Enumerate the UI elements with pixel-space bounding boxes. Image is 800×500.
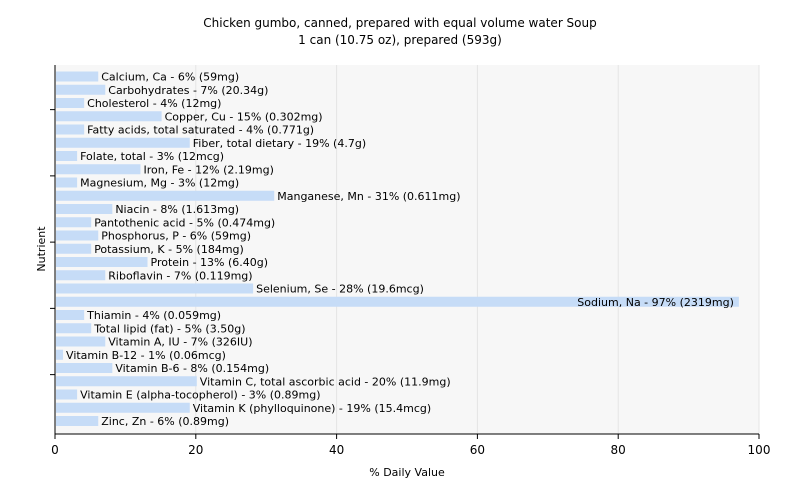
- bar-15: [56, 270, 106, 281]
- bar-20: [56, 336, 106, 347]
- bar-label-5: Fiber, total dietary - 19% (4.7g): [193, 137, 366, 150]
- bar-18: [56, 310, 85, 320]
- x-axis-title: % Daily Value: [369, 466, 445, 479]
- bar-label-10: Niacin - 8% (1.613mg): [115, 203, 239, 216]
- bar-label-8: Magnesium, Mg - 3% (12mg): [80, 177, 239, 190]
- bar-21: [56, 349, 64, 360]
- bar-11: [56, 217, 92, 228]
- bar-label-6: Folate, total - 3% (12mcg): [80, 150, 224, 163]
- bars: [56, 71, 739, 426]
- axes: [54, 65, 759, 435]
- y-axis-ticks: [50, 109, 55, 376]
- bar-8: [56, 177, 78, 188]
- bar-label-13: Potassium, K - 5% (184mg): [94, 243, 244, 256]
- bar-label-21: Vitamin B-12 - 1% (0.06mcg): [66, 349, 226, 362]
- bar-26: [56, 416, 99, 426]
- bar-label-7: Iron, Fe - 12% (2.19mg): [143, 163, 273, 176]
- bar-label-20: Vitamin A, IU - 7% (326IU): [108, 336, 252, 349]
- bar-label-16: Selenium, Se - 28% (19.6mcg): [256, 283, 424, 296]
- bar-label-11: Pantothenic acid - 5% (0.474mg): [94, 216, 275, 229]
- plot-area: [55, 65, 759, 434]
- bar-label-15: Riboflavin - 7% (0.119mg): [108, 269, 252, 282]
- bar-label-23: Vitamin C, total ascorbic acid - 20% (11…: [200, 375, 451, 388]
- bar-label-24: Vitamin E (alpha-tocopherol) - 3% (0.89m…: [80, 389, 320, 402]
- bar-2: [56, 98, 85, 108]
- bar-label-25: Vitamin K (phylloquinone) - 19% (15.4mcg…: [193, 402, 431, 415]
- bar-19: [56, 323, 92, 334]
- x-tick-label-80: 80: [611, 443, 626, 457]
- bar-0: [56, 71, 99, 82]
- bar-16: [56, 283, 254, 294]
- bar-1: [56, 84, 106, 95]
- bar-17: [56, 296, 739, 307]
- gridlines: [195, 65, 760, 434]
- bar-labels: Calcium, Ca - 6% (59mg)Carbohydrates - 7…: [66, 71, 734, 429]
- x-tick-label-20: 20: [188, 443, 203, 457]
- bar-22: [56, 363, 113, 373]
- bar-14: [56, 257, 148, 267]
- bar-3: [56, 111, 162, 122]
- chart-subtitle: 1 can (10.75 oz), prepared (593g): [298, 33, 502, 47]
- bar-4: [56, 124, 85, 135]
- bar-label-26: Zinc, Zn - 6% (0.89mg): [101, 415, 229, 428]
- bar-13: [56, 243, 92, 254]
- bar-label-18: Thiamin - 4% (0.059mg): [86, 309, 221, 322]
- y-axis-title: Nutrient: [35, 226, 48, 272]
- x-tick-label-60: 60: [470, 443, 485, 457]
- chart-title: Chicken gumbo, canned, prepared with equ…: [203, 16, 597, 30]
- bar-5: [56, 137, 190, 148]
- bar-6: [56, 151, 78, 161]
- bar-label-2: Cholesterol - 4% (12mg): [87, 97, 221, 110]
- bar-12: [56, 230, 99, 241]
- bar-label-14: Protein - 13% (6.40g): [151, 256, 269, 269]
- x-axis-ticks: 0 20 40 60 80 100: [51, 434, 770, 457]
- bar-label-0: Calcium, Ca - 6% (59mg): [101, 71, 239, 84]
- bar-label-3: Copper, Cu - 15% (0.302mg): [165, 110, 323, 123]
- bar-25: [56, 402, 190, 413]
- bar-label-12: Phosphorus, P - 6% (59mg): [101, 230, 251, 243]
- bar-label-19: Total lipid (fat) - 5% (3.50g): [93, 322, 245, 335]
- bar-label-1: Carbohydrates - 7% (20.34g): [108, 84, 268, 97]
- bar-9: [56, 190, 275, 201]
- x-tick-label-0: 0: [51, 443, 59, 457]
- bar-23: [56, 376, 197, 387]
- bar-label-17: Sodium, Na - 97% (2319mg): [577, 296, 734, 309]
- x-tick-label-40: 40: [329, 443, 344, 457]
- bar-7: [56, 164, 141, 175]
- bar-10: [56, 204, 113, 214]
- bar-24: [56, 389, 78, 400]
- bar-label-22: Vitamin B-6 - 8% (0.154mg): [115, 362, 269, 375]
- x-tick-label-100: 100: [748, 443, 771, 457]
- bar-label-4: Fatty acids, total saturated - 4% (0.771…: [87, 124, 314, 137]
- bar-label-9: Manganese, Mn - 31% (0.611mg): [277, 190, 460, 203]
